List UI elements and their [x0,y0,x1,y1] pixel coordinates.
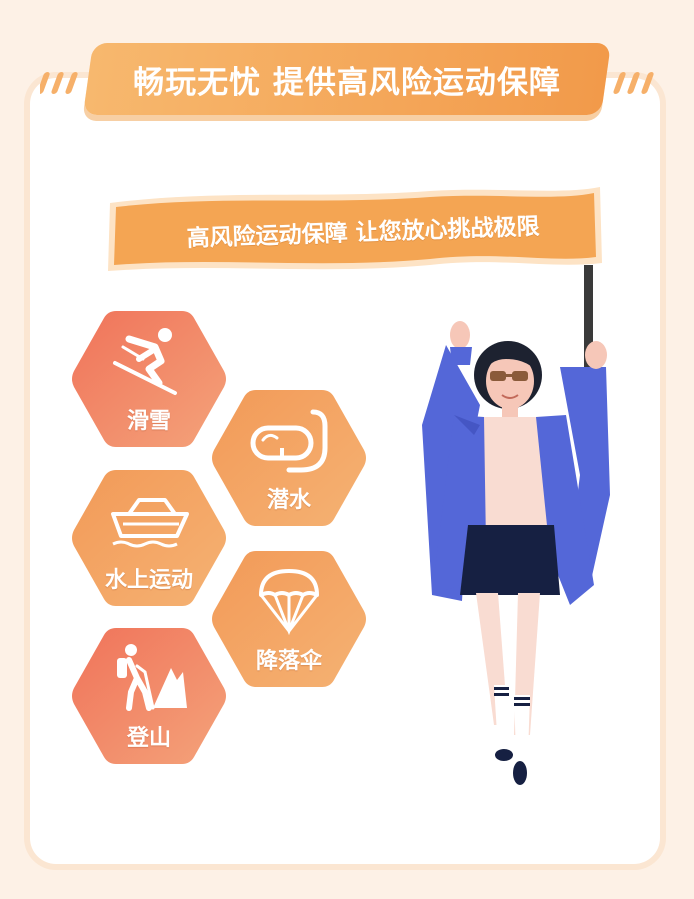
left-stripes-decoration [40,72,78,94]
activity-water-sports: 水上运动 [68,464,230,612]
activity-label: 水上运动 [104,568,193,593]
diving-mask-icon [250,409,328,473]
flag-banner [108,187,602,271]
activity-parachute: 降落伞 [208,545,370,693]
right-stripes-decoration [613,72,654,94]
activity-label: 降落伞 [255,649,322,674]
activity-diving: 潜水 [208,384,370,532]
boat-icon [111,498,189,548]
activity-label: 潜水 [266,488,311,513]
activity-hiking: 登山 [68,622,230,770]
parachute-icon [259,569,319,636]
activity-skiing: 滑雪 [68,305,230,453]
woman-holding-flag-illustration [422,265,610,785]
page-title: 畅玩无忧 提供高风险运动保障 [133,64,561,101]
hiking-icon [117,644,187,711]
activity-label: 登山 [126,726,171,751]
activity-label: 滑雪 [126,409,171,434]
skiing-icon [113,328,177,395]
